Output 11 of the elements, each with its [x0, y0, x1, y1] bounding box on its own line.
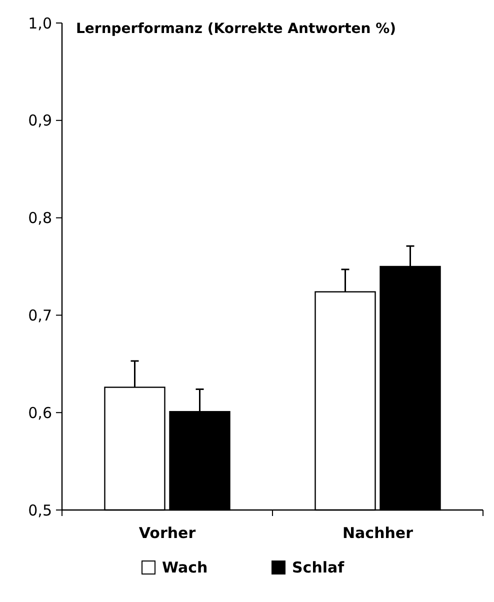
y-tick-label: 0,9 [28, 112, 52, 130]
x-tick-label: Vorher [138, 524, 196, 542]
y-tick-label: 0,5 [28, 501, 52, 520]
chart-title: Lernperformanz (Korrekte Antworten %) [76, 21, 396, 37]
y-tick-label: 0,8 [28, 209, 52, 228]
legend-label: Schlaf [292, 558, 345, 576]
y-tick-label: 0,6 [28, 404, 52, 422]
x-tick-label: Nachher [342, 524, 414, 542]
y-tick-label: 0,7 [28, 306, 52, 324]
y-tick-label: 1,0 [28, 14, 52, 32]
legend-label: Wach [162, 558, 208, 576]
